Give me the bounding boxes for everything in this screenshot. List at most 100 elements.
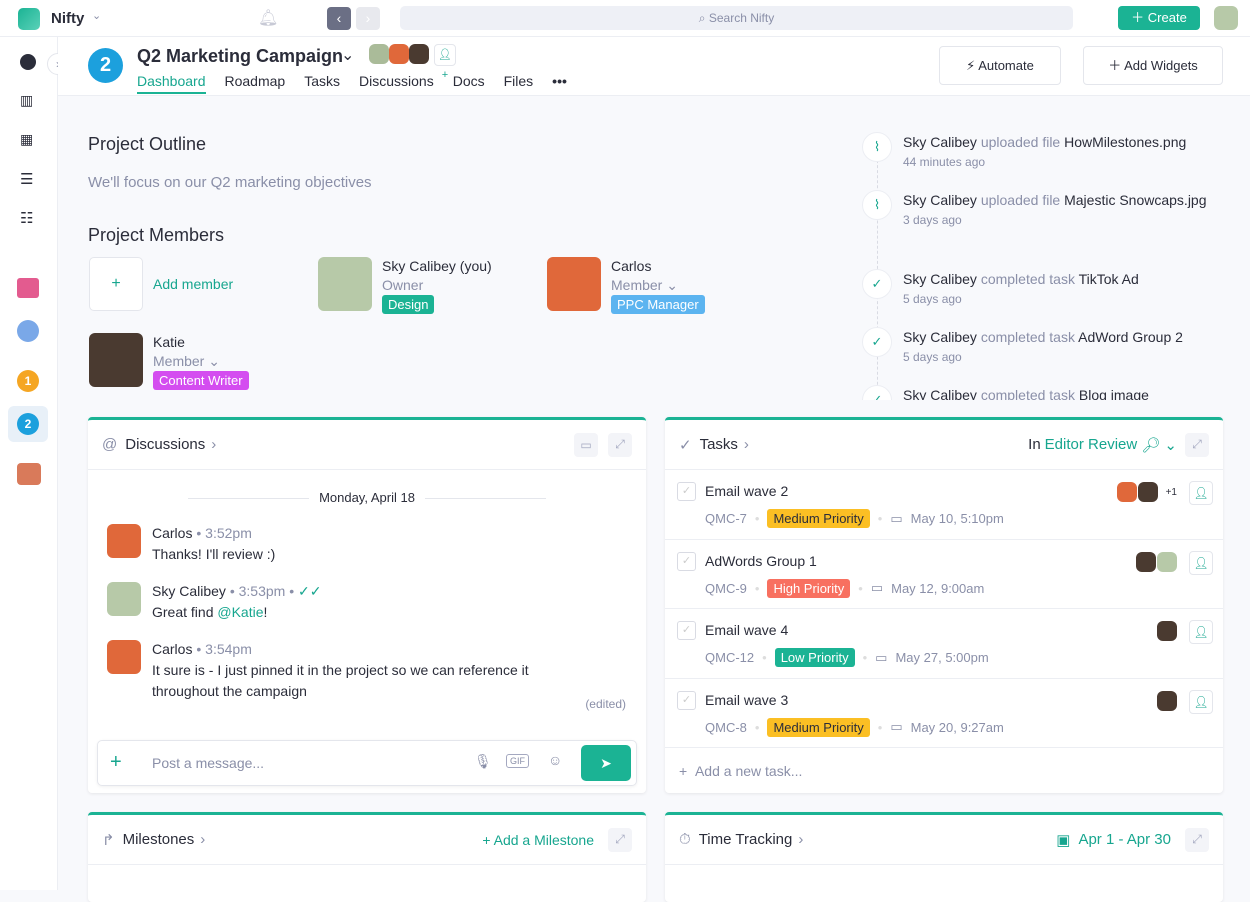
gif-button[interactable]: GIF bbox=[506, 754, 529, 768]
priority-badge[interactable]: High Priority bbox=[767, 578, 851, 598]
activity-time: 5 days ago bbox=[903, 292, 962, 306]
activity-object[interactable]: TikTok Ad bbox=[1078, 271, 1139, 287]
task-name[interactable]: Email wave 3 bbox=[705, 691, 789, 708]
calendar-icon[interactable]: ▦ bbox=[20, 131, 34, 147]
chevron-down-icon[interactable]: ⌄ bbox=[92, 10, 102, 22]
task-checkbox[interactable]: ✓ bbox=[677, 621, 696, 640]
tasks-title[interactable]: Tasks bbox=[699, 436, 738, 453]
chevron-right-icon[interactable]: › bbox=[798, 831, 804, 848]
assignee-avatars[interactable] bbox=[1156, 621, 1177, 641]
assignee-avatars[interactable]: +1 bbox=[1116, 482, 1177, 502]
task-name[interactable]: AdWords Group 1 bbox=[705, 552, 817, 569]
mention-link[interactable]: @Katie bbox=[217, 604, 264, 620]
project-1-icon[interactable]: 1 bbox=[17, 370, 39, 392]
chevron-right-icon[interactable]: › bbox=[211, 436, 217, 453]
task-name[interactable]: Email wave 2 bbox=[705, 483, 789, 499]
filter-search-icon[interactable]: 🔎︎ ⌄ bbox=[1141, 436, 1177, 454]
task-row[interactable]: ✓ Email wave 2 QMC-7 • Medium Priority • ▭… bbox=[665, 470, 1223, 540]
project-calculator-icon[interactable] bbox=[17, 320, 39, 342]
tab-dashboard[interactable]: Dashboard bbox=[137, 73, 206, 94]
discussions-title[interactable]: Discussions bbox=[125, 436, 206, 453]
activity-object[interactable]: Blog image bbox=[1078, 387, 1149, 400]
task-checkbox[interactable]: ✓ bbox=[677, 690, 696, 710]
add-assignee-icon[interactable]: 👤︎ bbox=[1189, 620, 1213, 644]
project-team-icon[interactable] bbox=[17, 463, 41, 485]
project-2-active[interactable]: 2 bbox=[8, 406, 48, 442]
task-row[interactable]: ✓ AdWords Group 1 QMC-9 • High Priority • … bbox=[665, 540, 1223, 609]
member-avatars[interactable] bbox=[369, 44, 429, 64]
sticker-icon[interactable]: ☺ bbox=[548, 752, 563, 768]
project-title[interactable]: Q2 Marketing Campaign bbox=[137, 46, 344, 66]
tab-discussions[interactable]: Discussions bbox=[359, 73, 434, 89]
activity-object[interactable]: Majestic Snowcaps.jpg bbox=[1064, 192, 1207, 208]
member-role-select[interactable]: Member ⌄ bbox=[153, 352, 249, 371]
create-button[interactable]: ＋ Create bbox=[1118, 6, 1200, 30]
member-role: Member bbox=[611, 277, 663, 293]
due-date[interactable]: May 20, 9:27am bbox=[910, 719, 1004, 735]
task-row[interactable]: ✓ Email wave 3 QMC-8 • Medium Priority • ▭… bbox=[665, 679, 1223, 748]
send-button[interactable]: ➤ bbox=[581, 745, 631, 781]
chevron-right-icon[interactable]: › bbox=[200, 831, 206, 848]
automate-button[interactable]: ⚡︎ Automate bbox=[939, 46, 1061, 85]
priority-badge[interactable]: Medium Priority bbox=[767, 717, 870, 737]
due-date[interactable]: May 12, 9:00am bbox=[891, 580, 985, 596]
add-member-button[interactable]: + bbox=[89, 257, 143, 311]
chart-icon[interactable]: ▥ bbox=[20, 92, 34, 108]
assignee-avatars[interactable] bbox=[1156, 690, 1177, 711]
workspace-name[interactable]: Nifty bbox=[51, 10, 85, 27]
add-assignee-icon[interactable]: 👤︎ bbox=[1189, 550, 1213, 575]
add-member-icon[interactable]: 👤︎+ bbox=[434, 44, 456, 81]
tab-roadmap[interactable]: Roadmap bbox=[224, 73, 286, 89]
tab-docs[interactable]: Docs bbox=[452, 73, 485, 89]
message-input[interactable]: Post a message... bbox=[152, 755, 265, 771]
activity-object[interactable]: HowMilestones.png bbox=[1064, 134, 1187, 150]
expand-icon[interactable]: ⤢ bbox=[1185, 432, 1209, 457]
outline-text[interactable]: We'll focus on our Q2 marketing objectiv… bbox=[88, 174, 372, 191]
add-widgets-button[interactable]: ＋ Add Widgets bbox=[1083, 46, 1223, 85]
compass-icon[interactable] bbox=[20, 54, 36, 70]
due-date[interactable]: May 27, 5:00pm bbox=[895, 650, 989, 665]
task-checkbox[interactable]: ✓ bbox=[677, 551, 696, 571]
add-assignee-icon[interactable]: 👤︎ bbox=[1189, 689, 1213, 714]
time-tracking-title[interactable]: Time Tracking bbox=[698, 831, 793, 848]
video-icon[interactable]: ▭ bbox=[574, 432, 598, 457]
microphone-icon[interactable]: 🎙︎ bbox=[474, 753, 492, 769]
priority-badge[interactable]: Medium Priority bbox=[767, 509, 870, 528]
add-assignee-icon[interactable]: 👤︎ bbox=[1189, 481, 1213, 505]
bell-icon[interactable]: 🔔︎ bbox=[258, 10, 279, 27]
tab-tasks[interactable]: Tasks bbox=[304, 73, 340, 89]
task-row[interactable]: ✓ Email wave 4 QMC-12 • Low Priority • ▭ Ma… bbox=[665, 609, 1223, 679]
activity-user: Sky Calibey bbox=[903, 134, 977, 150]
activity-object[interactable]: AdWord Group 2 bbox=[1078, 329, 1183, 345]
priority-badge[interactable]: Low Priority bbox=[774, 648, 855, 667]
tab-files[interactable]: Files bbox=[503, 73, 534, 89]
checklist-icon[interactable]: ☷ bbox=[20, 210, 34, 227]
chevron-down-icon[interactable]: ⌄ bbox=[341, 47, 355, 64]
user-avatar[interactable] bbox=[1214, 6, 1238, 30]
plus-icon[interactable]: + bbox=[110, 751, 122, 773]
chevron-right-icon[interactable]: › bbox=[743, 436, 749, 453]
task-checkbox[interactable]: ✓ bbox=[677, 482, 696, 501]
milestones-title[interactable]: Milestones bbox=[122, 831, 195, 848]
expand-icon[interactable]: ⤢ bbox=[1185, 827, 1209, 852]
assignee-avatars[interactable] bbox=[1135, 551, 1177, 572]
task-name[interactable]: Email wave 4 bbox=[705, 622, 789, 638]
member-role-select[interactable]: Member ⌄ bbox=[611, 276, 705, 295]
add-task-button[interactable]: + Add a new task... bbox=[679, 763, 802, 779]
activity-user: Sky Calibey bbox=[903, 387, 977, 400]
expand-icon[interactable]: ⤢ bbox=[608, 432, 632, 457]
back-button[interactable]: ‹ bbox=[327, 7, 351, 30]
task-filter-select[interactable]: Editor Review bbox=[1044, 436, 1138, 453]
list-icon[interactable]: ☰ bbox=[20, 171, 34, 188]
expand-icon[interactable]: ⤢ bbox=[608, 827, 632, 852]
add-member-label[interactable]: Add member bbox=[153, 276, 234, 292]
due-date[interactable]: May 10, 5:10pm bbox=[910, 511, 1004, 526]
project-monitor-icon[interactable] bbox=[17, 278, 39, 298]
add-milestone-button[interactable]: + Add a Milestone bbox=[482, 831, 594, 848]
activity-feed[interactable]: ⌇ Sky Calibey uploaded file HowMilestones… bbox=[862, 130, 1232, 400]
milestone-icon: ↱ bbox=[102, 831, 115, 849]
date-range-select[interactable]: Apr 1 - Apr 30 bbox=[1078, 831, 1171, 848]
search-input[interactable]: ⌕ Search Nifty bbox=[400, 6, 1073, 30]
forward-button[interactable]: › bbox=[356, 7, 380, 30]
more-tabs-button[interactable]: ••• bbox=[552, 73, 567, 89]
